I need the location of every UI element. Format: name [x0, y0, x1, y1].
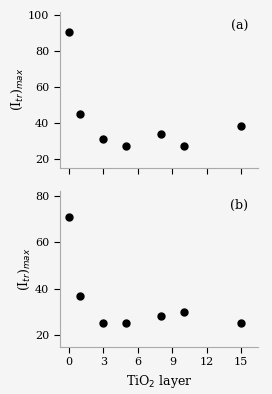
- Text: (a): (a): [231, 20, 248, 33]
- Text: (b): (b): [230, 199, 248, 212]
- Y-axis label: (I$_{tr}$)$_{max}$: (I$_{tr}$)$_{max}$: [17, 247, 32, 290]
- X-axis label: TiO$_2$ layer: TiO$_2$ layer: [126, 373, 192, 390]
- Y-axis label: (I$_{tr}$)$_{max}$: (I$_{tr}$)$_{max}$: [10, 68, 25, 112]
